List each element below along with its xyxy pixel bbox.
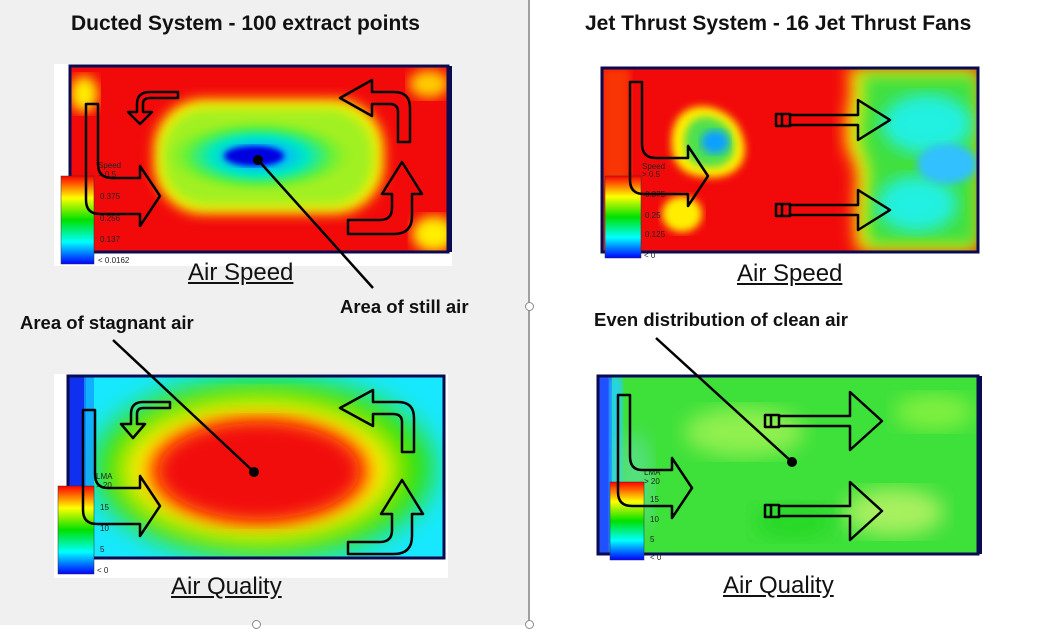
ducted-quality-inlet-arrow [81, 408, 162, 538]
ducted-speed-scale-label-1: 0.375 [100, 192, 121, 201]
ducted-air-speed-plot [54, 64, 452, 266]
ducted-quality-scale-label-3: 5 [100, 545, 105, 554]
stagnant-air-leader-line [112, 339, 255, 473]
divider-handle-top[interactable] [525, 302, 534, 311]
even-distribution-marker [787, 457, 797, 467]
still-air-marker [253, 155, 263, 165]
ducted-air-quality-caption: Air Quality [171, 573, 282, 600]
ducted-speed-return-arrow-left [126, 90, 180, 126]
still-air-leader-line [257, 159, 374, 289]
jet-speed-inlet-arrow [628, 80, 710, 208]
jet-speed-scale-max: > 0.5 [642, 170, 661, 179]
ducted-speed-scale-label-3: 0.137 [100, 235, 121, 244]
ducted-quality-scale-min: < 0 [97, 566, 109, 575]
jet-quality-scale-min: < 0 [650, 553, 662, 562]
still-air-callout: Area of still air [340, 296, 469, 317]
ducted-speed-scale-min: < 0.0162 [98, 256, 130, 265]
ducted-speed-scale-max: > 0.5 [98, 170, 117, 179]
jet-quality-fan-arrow-top [763, 390, 884, 452]
jet-air-speed-caption: Air Speed [737, 260, 843, 287]
jet-speed-scale-min: < 0 [644, 251, 656, 260]
stagnant-air-callout: Area of stagnant air [20, 312, 194, 333]
ducted-quality-return-arrow-left [119, 400, 172, 440]
jet-speed-scale-label-2: 0.25 [645, 211, 661, 220]
jet-quality-scale-max: > 20 [644, 477, 660, 486]
ducted-quality-scale-max: > 20 [96, 481, 112, 490]
jet-quality-scale-label-1: 15 [650, 495, 659, 504]
ducted-quality-return-arrow-right [338, 388, 416, 454]
jet-fan-arrow-bottom [774, 188, 892, 232]
jet-quality-scale-label-3: 5 [650, 535, 655, 544]
jet-air-speed-plot [597, 64, 982, 260]
ducted-speed-return-arrow-right [338, 78, 412, 144]
ducted-speed-scale-label-2: 0.256 [100, 214, 121, 223]
ducted-speed-scale-heading: Speed [98, 161, 122, 170]
ducted-quality-scale-heading: LMA [96, 472, 113, 481]
even-distribution-callout: Even distribution of clean air [594, 309, 848, 330]
ducted-air-speed-caption: Air Speed [188, 259, 294, 286]
panel-divider[interactable] [528, 0, 530, 625]
ducted-system-title: Ducted System - 100 extract points [71, 12, 420, 35]
ducted-quality-exit-arrow [346, 478, 425, 556]
jet-thrust-system-title: Jet Thrust System - 16 Jet Thrust Fans [585, 12, 972, 35]
jet-speed-scale-label-3: 0.125 [645, 230, 666, 239]
jet-air-quality-plot [594, 372, 984, 564]
ducted-speed-exit-arrow [346, 160, 424, 236]
jet-quality-scale-heading: LMA [644, 468, 661, 477]
jet-quality-inlet-arrow [616, 393, 694, 520]
ducted-speed-inlet-arrow [84, 102, 162, 228]
jet-fan-arrow-top [774, 98, 892, 142]
ducted-quality-scale-label-1: 15 [100, 503, 109, 512]
jet-speed-scale-heading: Speed [642, 162, 666, 171]
stagnant-air-marker [249, 467, 259, 477]
even-distribution-leader-line [655, 337, 793, 463]
ducted-quality-scale-label-2: 10 [100, 524, 109, 533]
jet-quality-scale-label-2: 10 [650, 515, 659, 524]
jet-air-quality-caption: Air Quality [723, 572, 834, 599]
jet-quality-fan-arrow-bottom [763, 480, 884, 542]
